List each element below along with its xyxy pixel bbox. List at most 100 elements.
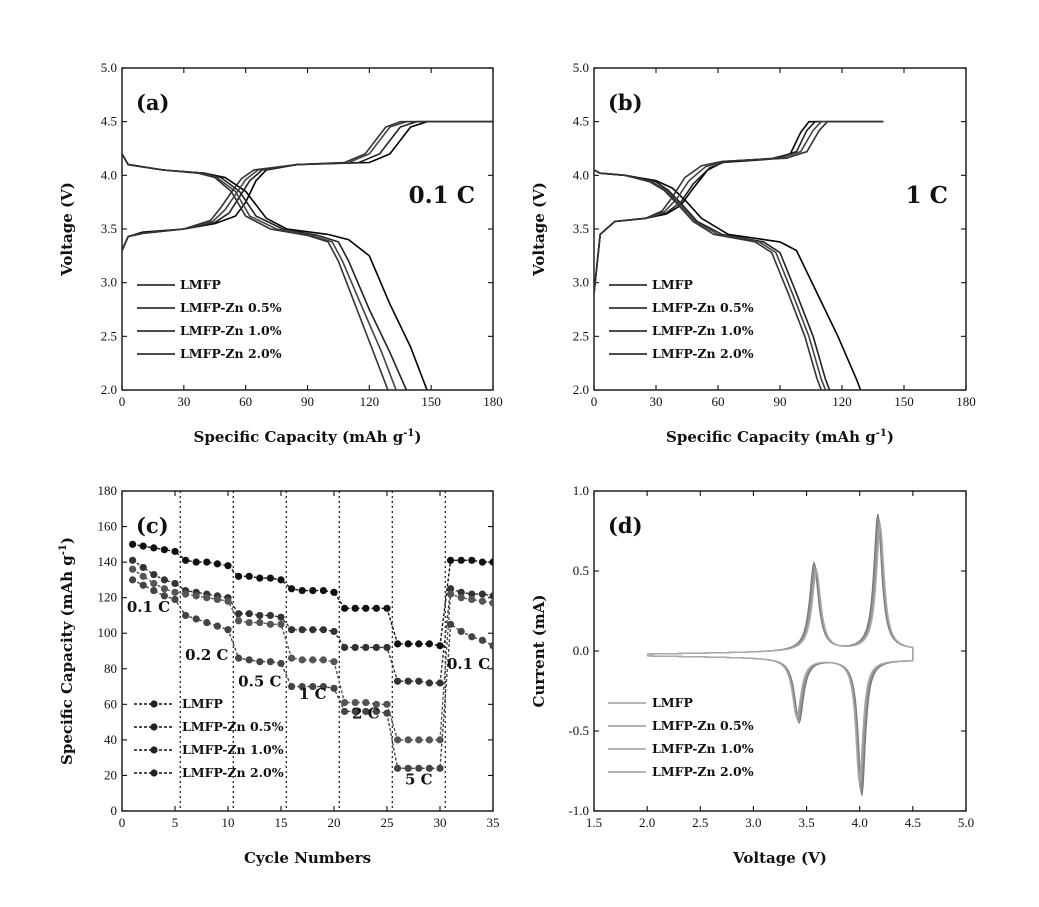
- legend-entry: LMFP: [182, 696, 224, 711]
- x-tick-label: 150: [894, 394, 914, 409]
- x-tick-label: 3.0: [745, 815, 761, 830]
- data-point: [129, 541, 136, 548]
- y-axis-label-main: Voltage (V): [58, 182, 76, 277]
- legend-entry: LMFP-Zn 0.5%: [180, 300, 282, 315]
- rate-label: 5 C: [405, 770, 433, 788]
- data-point: [405, 640, 412, 647]
- legend-entry: LMFP-Zn 2.0%: [182, 765, 284, 780]
- x-axis-label-main: Specific Capacity (mAh g: [194, 428, 404, 446]
- rate-label: 0.1 C: [127, 598, 170, 616]
- legend-marker: [150, 723, 157, 730]
- data-point: [330, 628, 337, 635]
- panel-a: 03060901201501802.02.53.03.54.04.55.0Spe…: [58, 60, 503, 446]
- data-point: [224, 562, 231, 569]
- data-point: [224, 598, 231, 605]
- data-point: [288, 655, 295, 662]
- data-point: [330, 589, 337, 596]
- data-point: [383, 605, 390, 612]
- data-point: [203, 594, 210, 601]
- data-point: [277, 660, 284, 667]
- legend-entry: LMFP: [180, 277, 222, 292]
- x-tick-label: 4.0: [852, 815, 868, 830]
- data-point: [267, 658, 274, 665]
- y-tick-label: 3.5: [101, 221, 117, 236]
- data-point: [436, 642, 443, 649]
- data-point: [309, 587, 316, 594]
- plot-frame: [594, 491, 966, 811]
- legend-entry: LMFP-Zn 1.0%: [182, 742, 284, 757]
- data-point: [140, 582, 147, 589]
- data-point: [415, 640, 422, 647]
- data-point: [394, 736, 401, 743]
- x-tick-label: 120: [360, 394, 380, 409]
- data-point: [426, 679, 433, 686]
- data-point: [129, 557, 136, 564]
- y-tick-label: 0.0: [573, 643, 589, 658]
- data-point: [489, 592, 496, 599]
- y-tick-label: 4.5: [573, 114, 589, 129]
- y-tick-label: 3.0: [101, 275, 117, 290]
- x-axis-label-main: Voltage (V): [732, 849, 827, 867]
- data-point: [299, 587, 306, 594]
- data-point: [235, 617, 242, 624]
- x-tick-label: 25: [381, 815, 394, 830]
- legend-entry: LMFP: [652, 277, 694, 292]
- plot-area: [122, 122, 493, 390]
- legend-entry: LMFP-Zn 1.0%: [652, 741, 754, 756]
- x-tick-label: 2.0: [639, 815, 655, 830]
- data-point: [288, 683, 295, 690]
- y-tick-label: 180: [98, 483, 118, 498]
- y-tick-label: 2.5: [573, 328, 589, 343]
- y-axis-label: Voltage (V): [58, 182, 76, 277]
- y-tick-label: 80: [104, 661, 117, 676]
- data-point: [267, 621, 274, 628]
- x-axis-label: Voltage (V): [732, 849, 827, 867]
- data-point: [214, 596, 221, 603]
- y-tick-label: 0: [111, 803, 118, 818]
- data-point: [161, 576, 168, 583]
- data-point: [193, 615, 200, 622]
- data-point: [373, 644, 380, 651]
- data-point: [214, 560, 221, 567]
- y-axis-label: Specific Capacity (mAh g-1): [58, 537, 76, 765]
- data-point: [161, 585, 168, 592]
- y-tick-label: 2.0: [101, 382, 117, 397]
- y-tick-label: 160: [98, 519, 118, 534]
- panel-label: (c): [136, 513, 169, 538]
- data-point: [458, 628, 465, 635]
- panel-label: (b): [608, 90, 643, 115]
- data-point: [161, 546, 168, 553]
- x-axis-label: Cycle Numbers: [244, 849, 371, 867]
- x-axis-label-main: Cycle Numbers: [244, 849, 371, 867]
- data-point: [309, 626, 316, 633]
- legend-entry: LMFP-Zn 0.5%: [182, 719, 284, 734]
- y-axis-label-main: Voltage (V): [530, 182, 548, 277]
- series-charge-curve: [594, 122, 883, 294]
- data-point: [436, 679, 443, 686]
- panel-label: (a): [136, 90, 169, 115]
- y-tick-label: -0.5: [568, 723, 589, 738]
- y-tick-label: -1.0: [568, 803, 589, 818]
- y-tick-label: 120: [98, 590, 118, 605]
- x-tick-label: 120: [832, 394, 852, 409]
- plot-frame: [122, 491, 493, 811]
- data-point: [299, 656, 306, 663]
- data-point: [246, 619, 253, 626]
- data-point: [140, 564, 147, 571]
- legend-marker: [150, 746, 157, 753]
- data-point: [436, 765, 443, 772]
- x-tick-label: 0: [591, 394, 598, 409]
- x-tick-label: 180: [956, 394, 976, 409]
- data-point: [203, 559, 210, 566]
- data-point: [352, 644, 359, 651]
- data-point: [214, 623, 221, 630]
- data-point: [458, 594, 465, 601]
- data-point: [235, 573, 242, 580]
- data-point: [468, 633, 475, 640]
- x-tick-label: 5.0: [958, 815, 974, 830]
- data-point: [468, 596, 475, 603]
- rate-label: 0.2 C: [185, 646, 228, 664]
- data-point: [405, 736, 412, 743]
- y-tick-label: 3.0: [573, 275, 589, 290]
